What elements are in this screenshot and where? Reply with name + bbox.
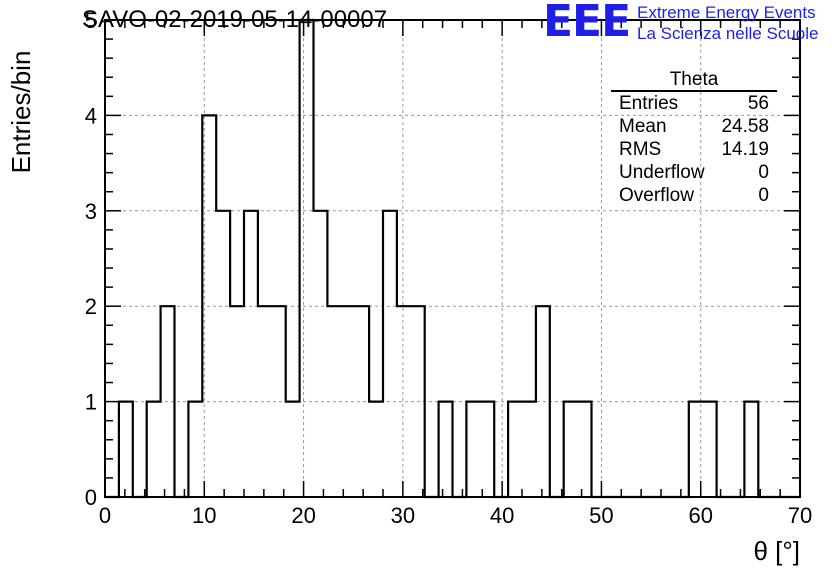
- histogram-bin: [522, 402, 536, 497]
- x-tick-label: 40: [490, 503, 514, 528]
- histogram-bin: [119, 402, 133, 497]
- histogram-bin: [188, 402, 202, 497]
- y-tick-label: 0: [85, 485, 97, 510]
- stats-box: Theta Entries 56 Mean 24.58 RMS 14.19 Un…: [611, 70, 777, 207]
- histogram-bin: [300, 20, 314, 497]
- stats-value: 0: [758, 162, 769, 183]
- x-tick-label: 10: [192, 503, 216, 528]
- histogram-bin: [216, 211, 230, 497]
- stats-label: RMS: [619, 139, 662, 160]
- plot-frame: [104, 19, 801, 498]
- logo-caption-line1: Extreme Energy Events: [637, 3, 816, 22]
- y-axis-label: Entries/bin: [6, 51, 36, 174]
- x-tick-label: 60: [688, 503, 712, 528]
- stats-row-rms: RMS 14.19: [611, 138, 777, 161]
- histogram-bin: [480, 402, 494, 497]
- x-axis-label: θ [°]: [753, 536, 800, 566]
- histogram-bin: [578, 402, 592, 497]
- x-tick-label: 30: [391, 503, 415, 528]
- histogram-bin: [508, 402, 522, 497]
- y-tick-label: 2: [85, 294, 97, 319]
- histogram-bin: [383, 211, 397, 497]
- stats-value: 0: [758, 185, 769, 206]
- y-tick-label: 4: [85, 103, 97, 128]
- chart-title: SAVO-02-2019-05-14-00007: [82, 6, 388, 33]
- logo-caption-line2: La Scienza nelle Scuole: [637, 24, 819, 43]
- axis-ticks: [104, 19, 801, 498]
- stats-box-title: Theta: [611, 70, 777, 92]
- stats-label: Underflow: [619, 162, 705, 183]
- stats-row-overflow: Overflow 0: [611, 184, 777, 207]
- y-tick-label: 3: [85, 199, 97, 224]
- stats-row-underflow: Underflow 0: [611, 161, 777, 184]
- histogram-bin: [744, 402, 758, 497]
- x-tick-label: 20: [291, 503, 315, 528]
- histogram-bin: [439, 402, 453, 497]
- stats-label: Mean: [619, 116, 667, 137]
- stats-value: 24.58: [721, 116, 769, 137]
- x-tick-label: 0: [99, 503, 111, 528]
- histogram-bin: [244, 211, 258, 497]
- x-tick-labels: 0 10 20 30 40 50 60 70: [99, 503, 812, 528]
- eee-logo: EEE: [543, 0, 631, 47]
- histogram-bin: [286, 402, 300, 497]
- histogram-bin: [564, 402, 578, 497]
- x-tick-label: 50: [589, 503, 613, 528]
- histogram-bin: [466, 402, 480, 497]
- stats-label: Entries: [619, 93, 679, 114]
- y-tick-label: 1: [85, 390, 97, 415]
- y-tick-label: 5: [85, 8, 97, 33]
- histogram-bin: [369, 402, 383, 497]
- stats-row-mean: Mean 24.58: [611, 115, 777, 138]
- histogram-bin: [147, 402, 161, 497]
- stats-value: 14.19: [721, 139, 769, 160]
- stats-value: 56: [747, 93, 769, 114]
- stats-label: Overflow: [619, 185, 694, 206]
- stats-row-entries: Entries 56: [611, 92, 777, 115]
- histogram-bin: [397, 306, 411, 497]
- x-tick-label: 70: [788, 503, 812, 528]
- y-tick-labels: 0 1 2 3 4 5: [85, 8, 97, 510]
- histogram-bin: [314, 211, 328, 497]
- histogram-bin: [703, 402, 717, 497]
